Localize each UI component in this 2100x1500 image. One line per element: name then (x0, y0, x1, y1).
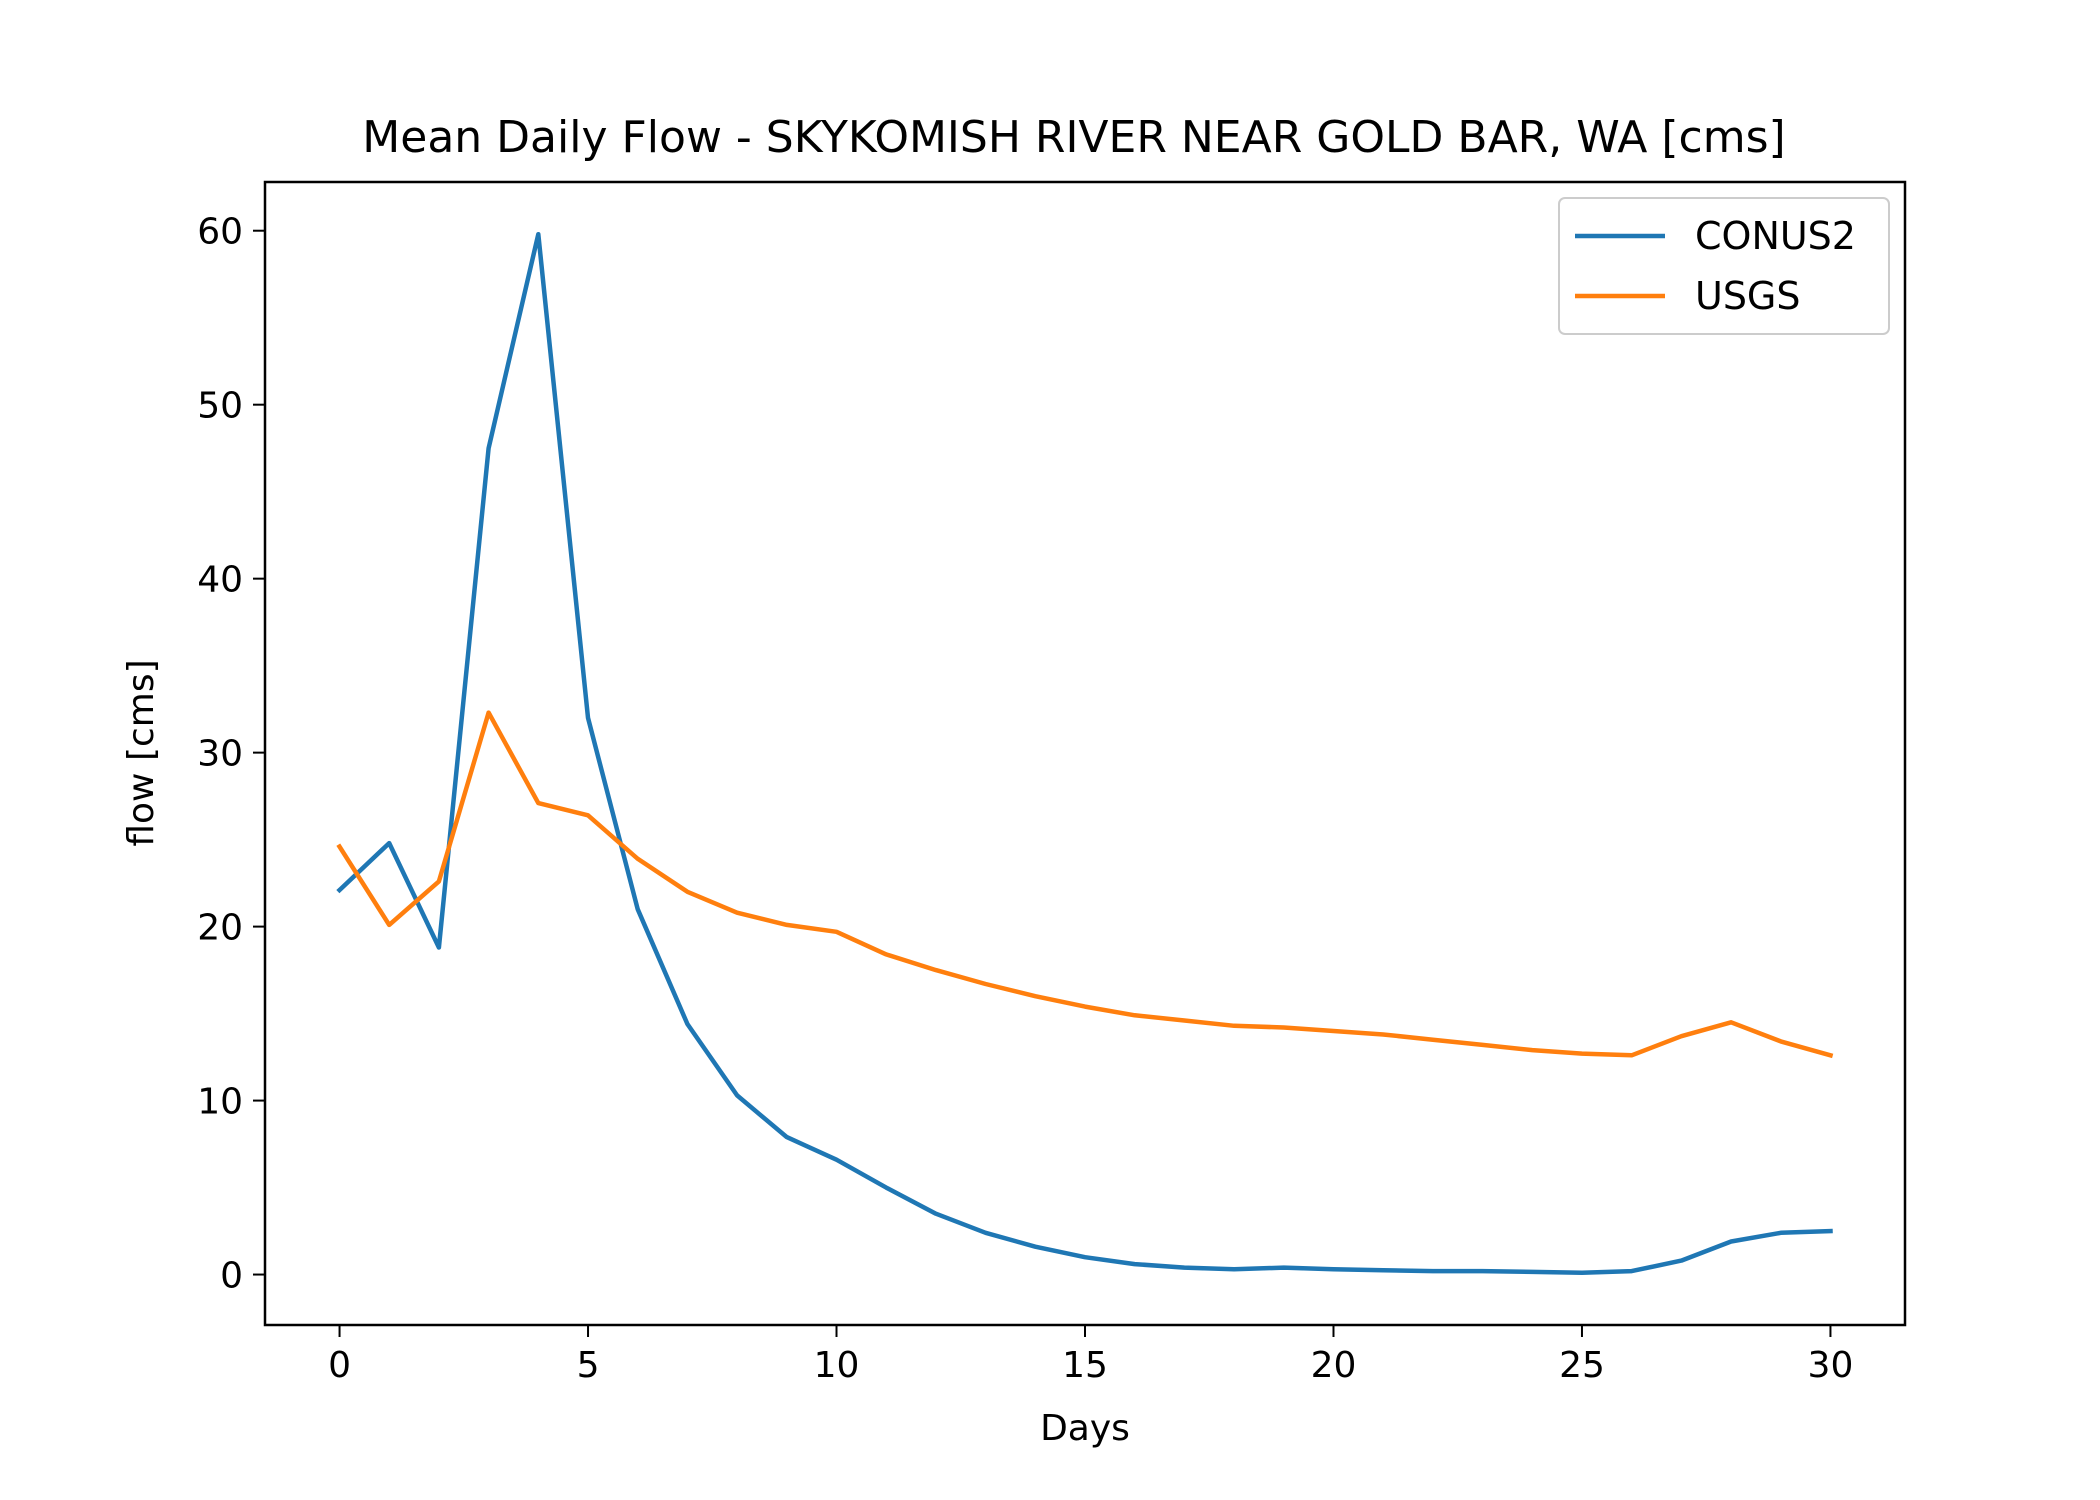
x-tick-label: 25 (1559, 1345, 1605, 1386)
x-tick-label: 0 (328, 1345, 351, 1386)
plot-area (336, 231, 1834, 1276)
legend-box (1558, 197, 1890, 335)
y-tick-label: 50 (197, 386, 243, 427)
legend-label-usgs: USGS (1695, 274, 1801, 318)
axis-ticks: 0 5 10 15 20 25 30 0 10 20 30 40 50 60 (197, 212, 1853, 1386)
y-tick-label: 20 (197, 908, 243, 949)
x-tick-label: 20 (1311, 1345, 1357, 1386)
y-tick-label: 0 (220, 1256, 243, 1297)
x-tick-label: 30 (1808, 1345, 1854, 1386)
y-axis-label: flow [cms] (121, 659, 162, 846)
x-tick-label: 5 (577, 1345, 600, 1386)
series-line-usgs (336, 710, 1834, 1059)
legend: CONUS2 USGS (1558, 197, 1890, 335)
y-tick-label: 30 (197, 734, 243, 775)
y-tick-label: 60 (197, 212, 243, 253)
x-axis-label: Days (1040, 1408, 1130, 1449)
chart-title: Mean Daily Flow - SKYKOMISH RIVER NEAR G… (362, 112, 1785, 163)
y-tick-label: 10 (197, 1082, 243, 1123)
y-tick-label: 40 (197, 560, 243, 601)
x-tick-label: 10 (814, 1345, 860, 1386)
x-tick-label: 15 (1062, 1345, 1108, 1386)
legend-label-conus2: CONUS2 (1695, 214, 1856, 258)
series-line-conus2 (336, 231, 1833, 1276)
